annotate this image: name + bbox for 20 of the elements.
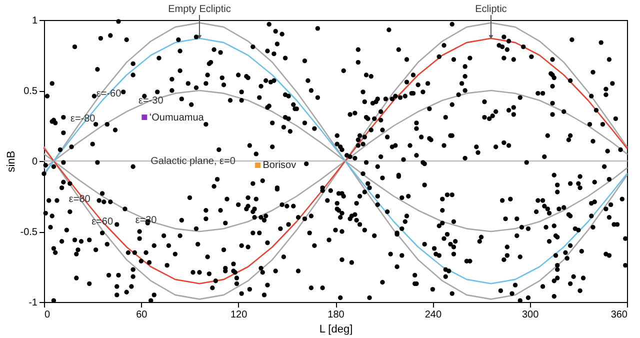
x-tick-label: 60 [136,310,148,320]
x-tick-label: 180 [328,310,345,320]
x-tick-label: 120 [230,310,248,320]
x-axis-title: L [deg] [319,324,353,336]
y-axis-title: sinB [5,150,18,172]
series-label: Borisov [262,160,296,172]
x-tick-label: 0 [44,310,50,320]
annotation: Empty Ecliptic [168,4,231,15]
y-tick-label: 0 [32,156,38,168]
annotation: Ecliptic [475,4,507,15]
x-tick-label: 360 [610,310,628,320]
y-tick-label: 1 [32,16,38,26]
x-tick-label: 300 [522,310,540,320]
y-tick-label: -0.5 [20,227,38,238]
y-tick-label: -1 [28,298,38,308]
annotation: ε=-30 [138,95,164,106]
x-tick-label: 240 [424,310,442,320]
series-label: ʻOumuamua [149,112,204,124]
annotation: Galactic plane, ε=0 [150,156,236,167]
y-tick-label: 0.5 [24,86,38,97]
